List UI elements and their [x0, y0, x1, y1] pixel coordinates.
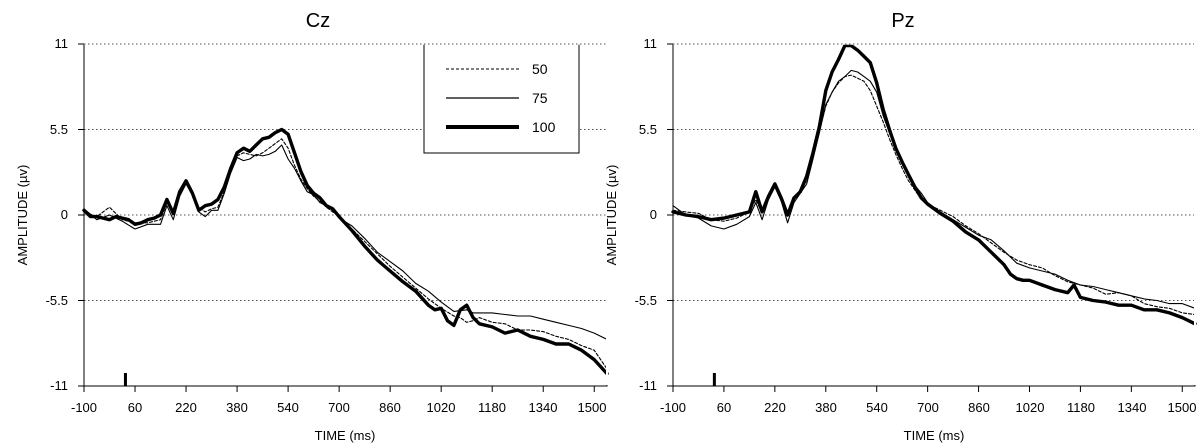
x-tick-label: 1020 [1016, 400, 1045, 415]
series-line-75 [83, 144, 608, 340]
legend: 50 75 100 [423, 43, 580, 154]
x-tick-label: 1180 [1067, 400, 1095, 415]
x-tick-label: 700 [328, 400, 350, 415]
x-tick-label: 220 [175, 400, 197, 415]
x-axis-label: TIME (ms) [904, 428, 965, 443]
x-tick-label: 1500 [1168, 400, 1197, 415]
panel-pz: Pz 11 5.5 0 -5.5 -11 -100 60 220 380 540… [604, 10, 1197, 443]
x-axis-label: TIME (ms) [315, 428, 376, 443]
series-line-50 [672, 74, 1196, 316]
x-tick-label: 860 [968, 400, 990, 415]
x-tick-label: 1180 [478, 400, 506, 415]
x-tick-label: 380 [226, 400, 248, 415]
y-axis-label: AMPLITUDE (µv) [15, 165, 30, 266]
y-tick-label: -5.5 [46, 293, 68, 308]
x-tick-label: 540 [866, 400, 888, 415]
x-tick-label: 60 [128, 400, 142, 415]
y-tick-label: -5.5 [635, 293, 657, 308]
y-tick-labels: 11 5.5 0 -5.5 -11 [46, 36, 68, 393]
y-tick-label: 11 [644, 36, 658, 51]
x-ticks [667, 43, 1183, 392]
x-tick-label: 380 [815, 400, 837, 415]
series-group [671, 43, 1197, 326]
x-tick-label: 220 [764, 400, 786, 415]
legend-label-100: 100 [532, 119, 556, 135]
y-tick-label: -11 [50, 378, 68, 393]
x-tick-label: -100 [660, 400, 686, 415]
series-line-50 [83, 138, 608, 370]
x-tick-label: 700 [917, 400, 939, 415]
x-tick-label: 60 [717, 400, 731, 415]
x-tick-label: 860 [379, 400, 401, 415]
y-tick-label: 5.5 [50, 122, 68, 137]
panel-title: Pz [891, 10, 914, 32]
panel-cz: Cz 11 5.5 0 -5.5 -11 -100 60 220 380 540… [15, 10, 609, 443]
series-line-75 [672, 69, 1196, 309]
y-axis-label: AMPLITUDE (µv) [604, 165, 619, 266]
legend-label-50: 50 [532, 61, 548, 77]
series-line-100 [82, 127, 609, 376]
y-tick-label: 11 [55, 36, 69, 51]
x-tick-label: 1500 [578, 400, 607, 415]
grid-lines [673, 129, 1195, 301]
x-tick-label: 1340 [529, 400, 558, 415]
y-tick-label: 0 [650, 207, 657, 222]
y-tick-label: 0 [61, 207, 68, 222]
grid-lines [84, 129, 607, 301]
x-tick-label: 1340 [1118, 400, 1147, 415]
x-tick-label: 540 [277, 400, 299, 415]
series-group [82, 127, 609, 376]
x-tick-label: -100 [71, 400, 97, 415]
legend-label-75: 75 [532, 90, 548, 106]
y-tick-label: -11 [639, 378, 657, 393]
x-tick-label: 1020 [427, 400, 456, 415]
series-line-100 [671, 43, 1197, 326]
y-tick-labels: 11 5.5 0 -5.5 -11 [635, 36, 657, 393]
x-tick-labels: -100 60 220 380 540 700 860 1020 1180 13… [71, 400, 606, 415]
y-tick-label: 5.5 [639, 122, 657, 137]
x-tick-labels: -100 60 220 380 540 700 860 1020 1180 13… [660, 400, 1196, 415]
x-ticks [78, 43, 595, 392]
panel-title: Cz [306, 10, 330, 32]
